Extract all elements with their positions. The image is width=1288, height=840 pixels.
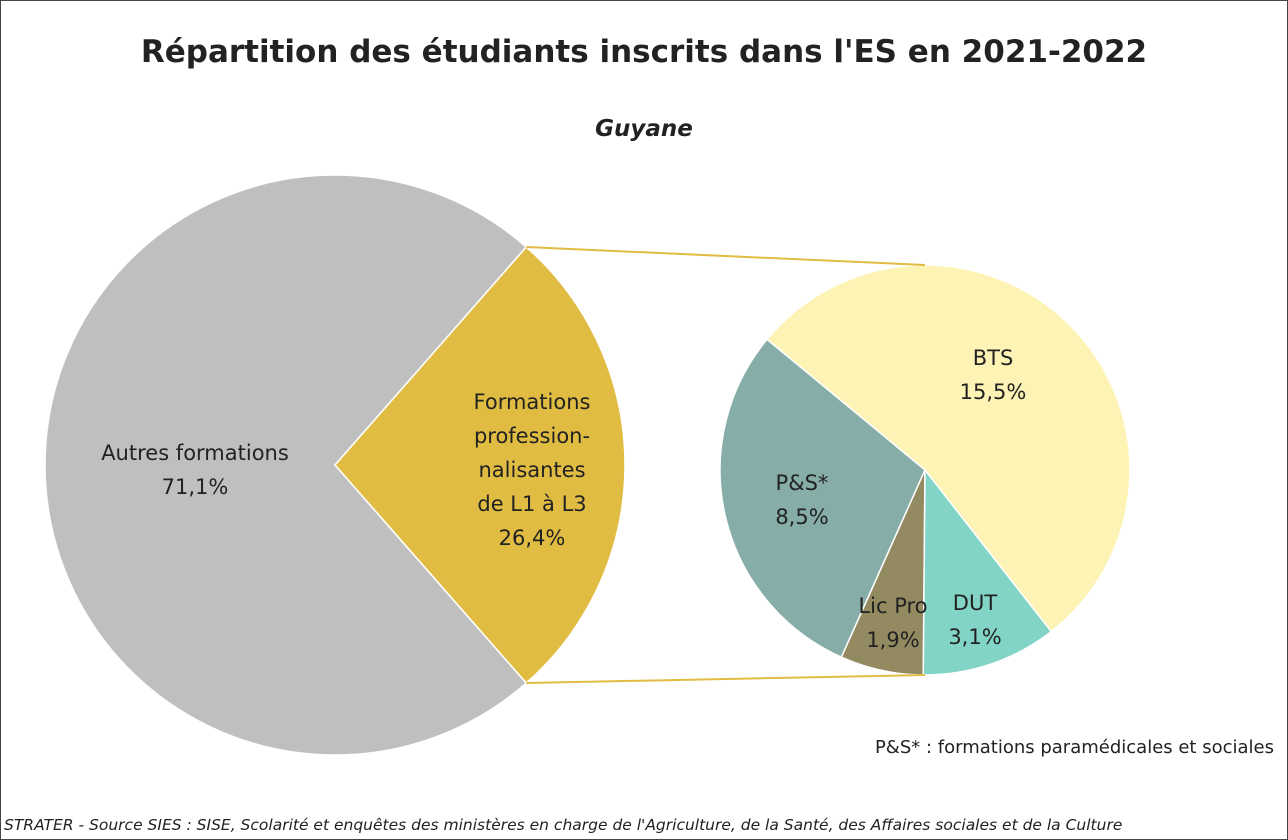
sub-slice-label: Lic Pro 1,9% <box>858 589 927 657</box>
slice-value: 71,1% <box>161 475 229 499</box>
slice-value: 26,4% <box>498 526 566 550</box>
sub-slice-label: DUT 3,1% <box>948 586 1001 654</box>
pie-slice <box>334 245 626 685</box>
slice-label: Formations profession- nalisantes de L1 … <box>474 385 591 555</box>
slice-name: P&S* <box>775 471 829 495</box>
source-note: STRATER - Source SIES : SISE, Scolarité … <box>4 816 1123 834</box>
sub-slice-label: BTS 15,5% <box>960 341 1027 409</box>
slice-value: 8,5% <box>775 505 829 529</box>
slice-name: Formations profession- nalisantes de L1 … <box>473 390 591 516</box>
slice-label: Autres formations 71,1% <box>101 436 289 504</box>
slice-value: 1,9% <box>866 628 920 652</box>
chart-title: Répartition des étudiants inscrits dans … <box>140 34 1148 70</box>
sub-slice-label: P&S* 8,5% <box>775 466 828 534</box>
slice-value: 3,1% <box>948 625 1002 649</box>
connector-line <box>526 674 926 684</box>
chart-subtitle: Guyane <box>595 116 693 142</box>
footnote: P&S* : formations paramédicales et socia… <box>874 737 1274 758</box>
sub-pie-slice <box>765 264 1131 633</box>
slice-value: 15,5% <box>959 380 1027 404</box>
slice-name: BTS <box>972 346 1014 370</box>
slice-name: Lic Pro <box>858 594 928 618</box>
slice-name: DUT <box>952 591 998 615</box>
slice-name: Autres formations <box>101 441 289 465</box>
sub-pie-slice <box>719 338 926 659</box>
connector-line <box>526 246 926 266</box>
pie-slice <box>44 174 528 756</box>
sub-pie-slice <box>922 467 1053 676</box>
